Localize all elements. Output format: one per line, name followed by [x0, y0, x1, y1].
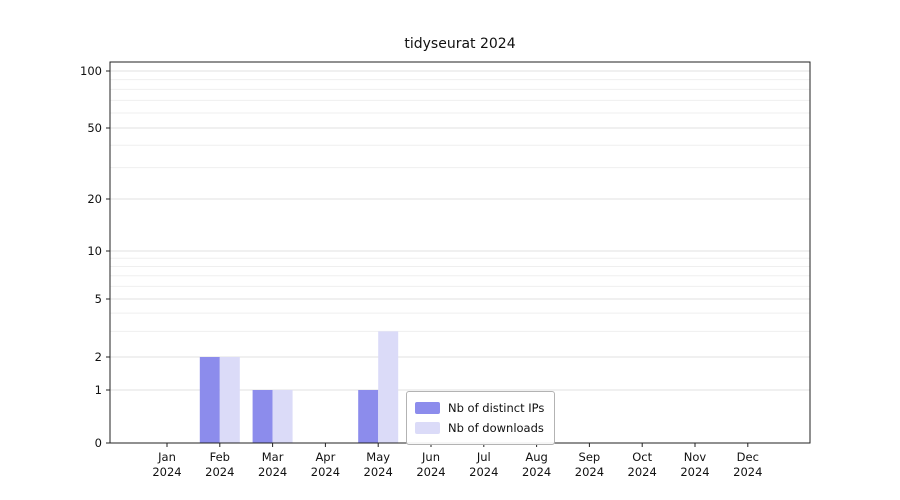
legend-swatch-distinct-ips — [415, 402, 440, 414]
legend-label-downloads: Nb of downloads — [448, 421, 544, 435]
y-tick-label: 5 — [95, 292, 102, 306]
x-tick-month: Jul — [476, 450, 491, 464]
x-tick-year: 2024 — [311, 465, 340, 479]
bar — [272, 390, 293, 443]
y-tick-label: 100 — [80, 64, 102, 78]
gridlines — [110, 70, 810, 391]
y-tick-label: 2 — [95, 350, 102, 364]
legend-item-downloads: Nb of downloads — [415, 418, 544, 438]
y-tick-label: 1 — [95, 383, 102, 397]
x-tick-year: 2024 — [733, 465, 762, 479]
x-tick-month: Aug — [525, 450, 547, 464]
x-tick-year: 2024 — [575, 465, 604, 479]
x-tick-year: 2024 — [258, 465, 287, 479]
x-tick-month: Mar — [262, 450, 284, 464]
x-axis: Jan2024Feb2024Mar2024Apr2024May2024Jun20… — [152, 443, 762, 479]
x-tick-month: Jun — [421, 450, 440, 464]
x-tick-month: Nov — [684, 450, 707, 464]
x-tick-month: Feb — [210, 450, 230, 464]
x-tick-year: 2024 — [628, 465, 657, 479]
legend-item-distinct-ips: Nb of distinct IPs — [415, 398, 544, 418]
bar — [252, 390, 273, 443]
bars-downloads — [219, 331, 399, 443]
x-tick-month: Dec — [737, 450, 759, 464]
y-axis: 0 1 2 5 10 20 50 100 — [80, 64, 110, 450]
x-tick-month: Oct — [632, 450, 652, 464]
bar — [358, 390, 379, 443]
x-tick-month: Sep — [579, 450, 601, 464]
bars-distinct-ips — [199, 357, 379, 443]
bar — [199, 357, 220, 443]
x-tick-month: Apr — [315, 450, 335, 464]
x-tick-year: 2024 — [364, 465, 393, 479]
y-tick-label: 20 — [87, 192, 102, 206]
x-tick-month: May — [366, 450, 390, 464]
chart-title: tidyseurat 2024 — [404, 36, 516, 52]
x-tick-year: 2024 — [205, 465, 234, 479]
legend-swatch-downloads — [415, 422, 440, 434]
y-tick-label: 0 — [95, 436, 102, 450]
x-tick-year: 2024 — [680, 465, 709, 479]
x-tick-year: 2024 — [469, 465, 498, 479]
legend: Nb of distinct IPs Nb of downloads — [406, 391, 556, 445]
bar — [219, 357, 240, 443]
y-tick-label: 10 — [87, 244, 102, 258]
x-tick-year: 2024 — [522, 465, 551, 479]
x-tick-year: 2024 — [416, 465, 445, 479]
bar — [378, 331, 399, 443]
x-tick-month: Jan — [157, 450, 176, 464]
x-tick-year: 2024 — [152, 465, 181, 479]
legend-label-distinct-ips: Nb of distinct IPs — [448, 401, 545, 415]
y-tick-label: 50 — [87, 121, 102, 135]
